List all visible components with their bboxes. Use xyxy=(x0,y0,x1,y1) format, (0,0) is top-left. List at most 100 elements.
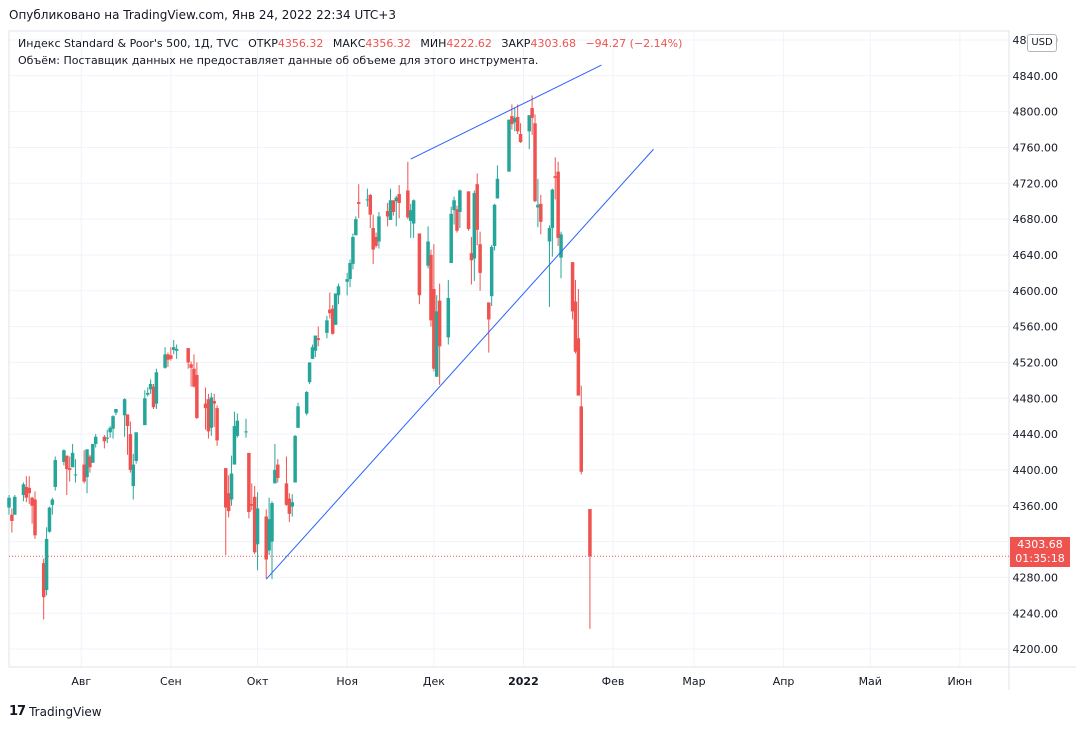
candle-body xyxy=(215,408,219,441)
candle-body xyxy=(394,197,399,202)
candle-body xyxy=(408,210,413,221)
candle-body xyxy=(469,253,474,261)
time-tick-label: Дек xyxy=(423,675,445,688)
candle-body xyxy=(287,498,292,514)
candle-body xyxy=(174,349,179,351)
candle-body xyxy=(226,493,231,512)
candle-body xyxy=(296,406,300,428)
candle-body xyxy=(579,406,584,472)
candle-body xyxy=(44,538,49,590)
candle-body xyxy=(553,176,557,178)
candle-body xyxy=(27,487,31,494)
candle-body xyxy=(573,301,578,352)
candle-body xyxy=(556,171,560,238)
candle-body xyxy=(313,335,318,351)
candle-body xyxy=(417,233,422,296)
candle-body xyxy=(325,320,329,333)
candle-body xyxy=(70,452,75,468)
trendline[interactable] xyxy=(410,64,602,160)
candle-body xyxy=(472,193,477,259)
time-tick-label: Ноя xyxy=(336,675,358,688)
candle-body xyxy=(371,228,375,250)
legend-open-value: 4356.32 xyxy=(277,37,324,50)
time-tick-label: Сен xyxy=(160,675,182,688)
published-caption: Опубликовано на TradingView.com, Янв 24,… xyxy=(9,8,396,22)
candle-body xyxy=(108,427,112,433)
candle-body xyxy=(539,203,543,222)
candle-body xyxy=(328,309,332,314)
candle-body xyxy=(131,464,136,487)
price-tick-label: 4480.00 xyxy=(1013,392,1059,405)
candle-body xyxy=(290,502,294,507)
trendlines[interactable] xyxy=(265,64,654,580)
candle-body xyxy=(13,496,17,515)
candle-body xyxy=(316,338,320,341)
candle-body xyxy=(513,117,517,123)
candle-body xyxy=(284,483,289,505)
candle-body xyxy=(128,434,133,470)
legend-low-value: 4222.62 xyxy=(446,37,492,50)
candle-body xyxy=(7,497,11,508)
candle-body xyxy=(426,241,430,266)
candle-body xyxy=(250,503,254,506)
candle-body xyxy=(30,497,34,506)
currency-button[interactable]: USD xyxy=(1027,34,1057,52)
legend-change: −94.27 (−2.14%) xyxy=(585,37,683,50)
price-tick-label: 4800.00 xyxy=(1013,106,1059,119)
candle-body xyxy=(264,516,268,560)
candle-body xyxy=(307,362,312,383)
candle-body xyxy=(515,116,520,132)
candle-body xyxy=(206,399,211,432)
legend-ohlc-row: Индекс Standard & Poor's 500, 1Д, TVC ОТ… xyxy=(18,35,682,52)
time-tick-label: Мар xyxy=(682,675,705,688)
footer-branding[interactable]: 17 TradingView xyxy=(9,704,102,719)
candle-body xyxy=(437,300,442,347)
candle-body xyxy=(432,288,436,369)
candle-body xyxy=(365,199,370,201)
candle-body xyxy=(489,246,494,297)
candle-body xyxy=(10,514,14,521)
candle-body xyxy=(24,486,29,498)
price-tick-label: 4840.00 xyxy=(1013,70,1059,83)
last-price-badge: 4303.68 01:35:18 xyxy=(1010,537,1070,567)
candle-body xyxy=(550,189,555,229)
chart-grid xyxy=(9,31,1009,667)
candle-body xyxy=(143,398,147,426)
candle-body xyxy=(93,436,98,444)
trendline[interactable] xyxy=(265,148,654,580)
candle-body xyxy=(510,116,514,125)
candle-body xyxy=(189,364,193,368)
price-tick-label: 4680.00 xyxy=(1013,213,1059,226)
candle-body xyxy=(148,383,153,390)
candle-body xyxy=(21,484,26,496)
price-tick-label: 4600.00 xyxy=(1013,285,1059,298)
candle-body xyxy=(377,216,381,242)
candle-body xyxy=(163,354,167,368)
candle-body xyxy=(487,302,491,320)
candle-body xyxy=(232,426,237,465)
candle-body xyxy=(356,202,361,204)
candle-body xyxy=(102,436,107,442)
candle-body xyxy=(478,244,482,273)
time-axis[interactable]: Авг Сен Окт Ноя Дек 2022 Фев Мар Апр Май Июн xyxy=(71,675,972,688)
candle-body xyxy=(354,219,358,236)
legend-symbol[interactable]: Индекс Standard & Poor's 500, 1Д, TVC xyxy=(18,37,239,50)
candle-body xyxy=(333,293,338,325)
time-tick-label: Июн xyxy=(948,675,973,688)
candle-body xyxy=(348,263,352,280)
candle-body xyxy=(195,374,199,418)
candle-body xyxy=(576,338,581,396)
candle-body xyxy=(293,435,297,483)
candle-body xyxy=(166,354,170,360)
price-tick-label: 4440.00 xyxy=(1013,428,1059,441)
candle-body xyxy=(151,386,156,408)
candle-body xyxy=(224,468,228,508)
candle-body xyxy=(434,311,439,377)
candle-body xyxy=(267,519,271,551)
candle-body xyxy=(169,355,173,359)
candle-body xyxy=(446,297,451,338)
candle-body xyxy=(53,460,57,487)
candle-body xyxy=(455,209,459,231)
candle-body xyxy=(252,496,257,553)
